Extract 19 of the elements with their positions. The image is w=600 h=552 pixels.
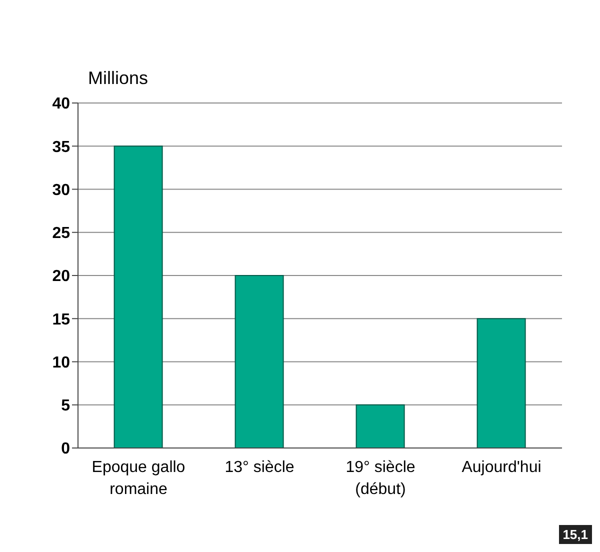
y-tick-label: 40 [52,96,70,113]
bar [234,275,284,448]
bar [356,404,405,448]
y-tick-label: 0 [61,440,70,458]
bar [476,318,526,448]
text: 15,1 [558,525,592,544]
y-tick-label: 5 [61,398,70,415]
y-tick-label: 25 [52,225,70,242]
y-tick-label: 10 [52,354,70,372]
x-tick-label: Aujourd'hui [462,459,542,476]
y-axis-title: Millions [88,68,148,89]
x-tick-label: Epoque gallo romaine [92,459,186,498]
y-tick-label: 15 [52,311,70,328]
y-tick-label: 35 [52,138,70,156]
x-tick-label: 19° siècle (début) [346,459,416,498]
x-tick-label: 13° siècle [224,459,294,476]
y-tick-label: 30 [52,182,70,199]
bar [114,146,163,448]
y-tick-label: 20 [52,268,70,286]
